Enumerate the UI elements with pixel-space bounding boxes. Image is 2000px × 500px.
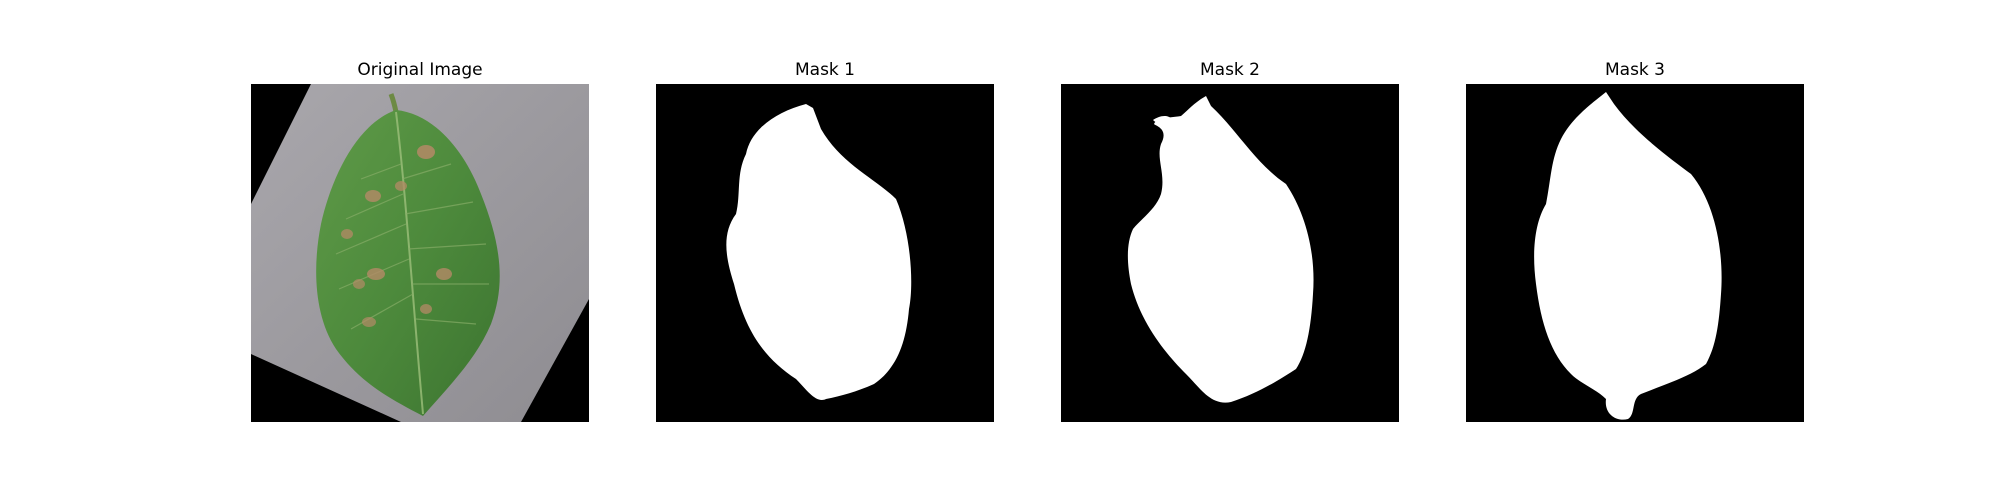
panel-title: Original Image (357, 60, 483, 80)
mask-3-image (1466, 84, 1804, 422)
panel-mask-1: Mask 1 (656, 56, 994, 422)
original-leaf-image (251, 84, 589, 422)
panel-original-image: Original Image (251, 56, 589, 422)
mask-2-image (1061, 84, 1399, 422)
panel-title: Mask 1 (794, 60, 855, 80)
mask-1-image (656, 84, 994, 422)
panel-mask-2: Mask 2 (1061, 56, 1399, 422)
panel-mask-3: Mask 3 (1466, 56, 1804, 422)
panel-title: Mask 3 (1604, 60, 1665, 80)
panel-title: Mask 2 (1199, 60, 1260, 80)
